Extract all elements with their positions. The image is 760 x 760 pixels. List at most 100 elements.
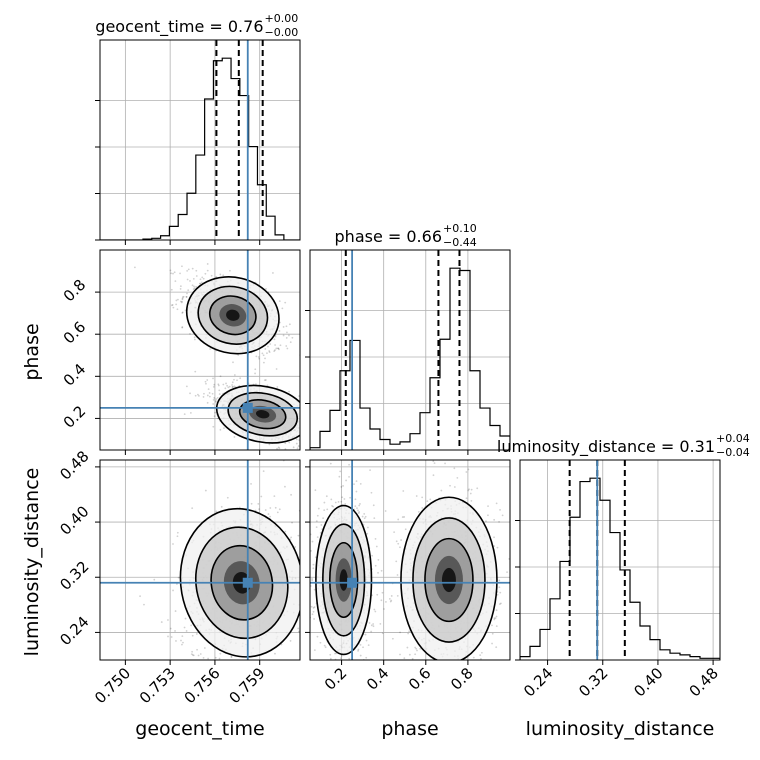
sample-point [232,385,234,388]
sample-point [179,272,181,275]
sample-point [339,688,341,690]
sample-point [194,370,197,373]
density-level-4 [226,309,240,321]
sample-point [230,655,233,658]
sample-point [302,405,304,407]
sample-point [176,535,179,538]
sample-point [426,699,428,701]
sample-point [467,468,470,471]
sample-point [181,311,184,314]
sample-point [496,697,498,699]
sample-point [212,425,215,428]
sample-point [290,493,292,496]
sample-point [302,430,304,432]
sample-point [175,299,178,302]
sample-point [307,570,309,572]
sample-point [342,485,344,487]
sample-point [139,595,141,598]
sample-point [181,298,184,301]
contour-line-2 [328,541,359,619]
sample-point [273,495,276,498]
sample-point [348,681,350,683]
sample-point [262,361,265,364]
sample-point [255,355,258,358]
sample-point [498,586,501,589]
sample-point [212,385,215,388]
sample-point [470,499,473,502]
sample-point [311,613,314,616]
sample-point [180,639,182,642]
sample-point [209,348,212,350]
sample-point [373,517,376,520]
sample-point [376,593,379,596]
sample-point [217,383,220,386]
sample-point [359,503,361,505]
sample-point [277,347,279,350]
sample-point [191,267,194,270]
sample-point [198,394,200,397]
sample-point [326,508,329,511]
sample-point [320,524,323,526]
sample-point [288,441,291,444]
sample-point [185,296,188,298]
sample-point [388,597,391,600]
sample-point [217,384,220,387]
sample-point [358,511,361,513]
sample-point [357,648,360,651]
sample-point [279,344,282,347]
sample-point [278,348,280,351]
sample-point [191,650,194,653]
sample-point [192,278,195,280]
sample-point [358,671,360,673]
sample-point [468,488,470,491]
sample-point [221,664,223,666]
sample-point [370,630,373,633]
sample-point [195,269,198,272]
sample-point [290,536,293,539]
sample-point [310,605,313,608]
sample-point [495,646,498,649]
sample-point [194,394,197,397]
contour-line-0 [315,504,373,656]
contour-line-0 [400,496,498,660]
sample-point [315,520,318,523]
sample-point [429,498,432,501]
sample-point [353,483,355,486]
sample-point [353,705,355,707]
frame-hist-geocent-time [99,39,301,241]
sample-point [354,687,356,689]
sample-point [284,530,287,533]
sample-point [316,431,318,433]
sample-point [284,485,286,488]
sample-point [186,663,188,665]
sample-point [308,675,310,677]
sample-point [172,589,174,592]
sample-point [179,285,182,288]
sample-point [215,398,218,400]
title-geocent-time: geocent_time = 0.76 [95,17,263,37]
sample-point [288,390,290,393]
sample-point [303,346,305,348]
sample-point [221,683,223,685]
sample-point [311,540,314,543]
x-axis-label-luminosity-distance: luminosity_distance [526,718,715,740]
sample-point [312,563,315,566]
sample-point [414,653,417,656]
sample-point [265,288,267,290]
sample-point [213,415,216,418]
sample-point [295,442,298,445]
sample-point [530,564,532,566]
pair-panel-phase-luminosity-distance [307,460,532,707]
sample-point [524,564,526,566]
sample-point [204,380,207,383]
sample-point [182,295,185,298]
sample-point [448,662,450,664]
truth-marker [242,402,253,413]
sample-point [499,509,501,511]
sample-point [207,662,209,664]
x-axis-label-phase: phase [381,718,438,740]
sample-point [301,437,303,439]
sample-point [218,393,221,395]
sample-point [335,661,337,663]
sample-point [274,349,276,351]
